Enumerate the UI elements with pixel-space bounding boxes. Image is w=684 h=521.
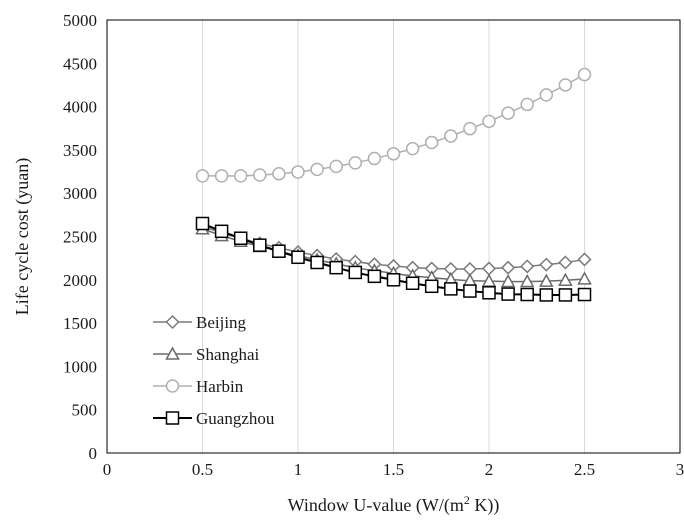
legend-item-beijing: Beijing [153, 313, 247, 332]
y-tick-label: 1500 [63, 314, 97, 333]
data-point-triangle [558, 272, 573, 286]
y-tick-label: 3500 [63, 141, 97, 160]
gridlines [202, 20, 585, 453]
series-guangzhou [195, 216, 592, 302]
data-point-square [558, 288, 573, 302]
data-point-circle [424, 135, 439, 150]
x-axis-ticks: 0 0.5 1 1.5 2 2.5 3 [103, 460, 684, 479]
data-point-square [386, 273, 401, 287]
data-point-triangle [539, 273, 554, 287]
y-axis-title: Life cycle cost (yuan) [12, 158, 33, 315]
data-point-square [291, 250, 305, 265]
data-point-triangle [500, 273, 516, 288]
data-point-circle [520, 97, 534, 112]
data-point-circle [253, 168, 267, 182]
data-point-diamond [481, 261, 497, 276]
data-point-circle [291, 165, 305, 179]
data-point-circle [539, 88, 554, 102]
data-point-circle [577, 67, 592, 82]
data-point-square [501, 287, 515, 301]
data-point-circle [558, 78, 573, 92]
y-axis-ticks: 0 500 1000 1500 2000 2500 3000 3500 4000 4500 5000 [63, 11, 97, 463]
y-tick-label: 2000 [63, 271, 97, 290]
data-point-square [253, 238, 267, 252]
y-tick-label: 1000 [63, 357, 97, 376]
x-tick-label: 1.5 [383, 460, 404, 479]
legend: Beijing Shanghai Harbin Guangzhou [153, 313, 275, 428]
x-tick-label: 0 [103, 460, 112, 479]
legend-item-guangzhou: Guangzhou [153, 409, 275, 428]
data-point-square [367, 269, 382, 284]
data-point-circle [348, 156, 363, 170]
x-axis-title: Window U-value (W/(m2 K)) [288, 493, 500, 516]
data-point-circle [214, 169, 229, 183]
data-point-square [165, 411, 180, 425]
series-layer [195, 67, 592, 302]
x-tick-label: 2 [485, 460, 494, 479]
data-point-circle [444, 129, 458, 143]
data-point-circle [482, 114, 496, 129]
data-point-square [233, 231, 248, 245]
data-point-circle [272, 166, 286, 181]
y-tick-label: 4000 [63, 98, 97, 117]
data-point-triangle [165, 346, 180, 360]
data-point-diamond [558, 255, 573, 270]
x-tick-label: 3 [676, 460, 684, 479]
y-tick-label: 2500 [63, 228, 97, 247]
y-tick-label: 4500 [63, 54, 97, 73]
legend-label: Shanghai [196, 345, 260, 364]
data-point-diamond [520, 259, 535, 274]
x-tick-label: 1 [294, 460, 303, 479]
data-point-square [272, 244, 286, 258]
data-point-circle [386, 147, 401, 161]
data-point-circle [463, 121, 477, 136]
data-point-circle [405, 141, 420, 156]
legend-item-shanghai: Shanghai [153, 345, 260, 364]
data-point-circle [165, 379, 180, 393]
data-point-square [214, 224, 229, 239]
x-tick-label: 2.5 [574, 460, 595, 479]
legend-item-harbin: Harbin [153, 377, 244, 396]
data-point-square [444, 282, 458, 296]
data-point-square [539, 288, 554, 302]
data-point-circle [501, 106, 515, 120]
plot-area-border [106, 19, 681, 454]
data-point-square [310, 255, 324, 270]
data-point-square [329, 260, 343, 275]
y-tick-label: 500 [72, 401, 98, 420]
y-tick-label: 0 [89, 444, 98, 463]
data-point-square [482, 286, 496, 300]
data-point-square [463, 284, 477, 298]
data-point-circle [329, 159, 343, 174]
data-point-circle [310, 162, 324, 177]
data-point-triangle [577, 271, 592, 285]
data-point-diamond [165, 314, 180, 330]
data-point-square [424, 279, 439, 294]
data-point-square [577, 287, 592, 302]
legend-label: Beijing [196, 313, 247, 332]
legend-label: Harbin [196, 377, 244, 396]
data-point-diamond [539, 257, 554, 272]
data-point-square [520, 287, 534, 302]
y-tick-label: 5000 [63, 11, 97, 30]
y-tick-label: 3000 [63, 184, 97, 203]
data-point-diamond [501, 260, 516, 275]
data-point-circle [195, 169, 210, 183]
data-point-square [195, 216, 210, 231]
series-harbin [195, 67, 592, 183]
legend-label: Guangzhou [196, 409, 275, 428]
data-point-triangle [519, 273, 535, 288]
data-point-circle [233, 169, 248, 183]
data-point-square [348, 265, 363, 280]
x-tick-label: 0.5 [192, 460, 213, 479]
data-point-diamond [577, 252, 592, 267]
data-point-square [405, 276, 420, 291]
data-point-circle [367, 151, 382, 166]
